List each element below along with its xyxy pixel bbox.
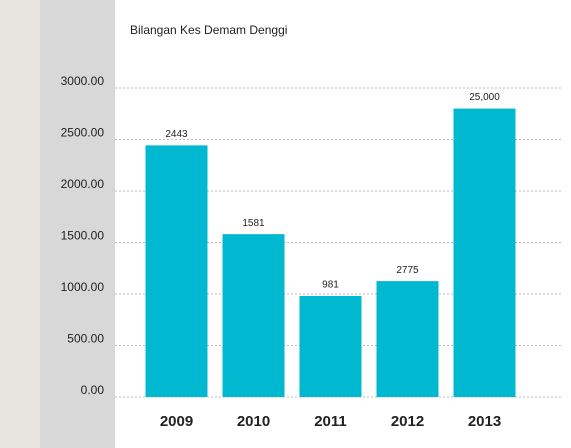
y-tick-label: 500.00 (67, 332, 104, 346)
bar (299, 295, 362, 397)
bar (145, 145, 208, 397)
bar (222, 234, 285, 397)
x-tick-label: 2010 (237, 413, 270, 430)
axis-panel (40, 0, 115, 448)
y-tick-label: 2000.00 (61, 177, 105, 191)
bar (453, 108, 516, 397)
y-tick-label: 1500.00 (61, 229, 105, 243)
x-tick-label: 2012 (391, 413, 424, 430)
x-tick-label: 2009 (160, 413, 193, 430)
y-tick-label: 0.00 (81, 383, 105, 397)
x-tick-label: 2013 (468, 413, 501, 430)
bar (376, 281, 439, 397)
x-tick-label: 2011 (314, 413, 347, 430)
bar-annotation: 2443 (165, 129, 188, 140)
y-tick-label: 1000.00 (61, 280, 105, 294)
bar-annotation: 2775 (396, 265, 419, 276)
chart-title: Bilangan Kes Demam Denggi (130, 23, 287, 37)
bar-annotation: 981 (322, 280, 339, 291)
y-tick-label: 3000.00 (61, 74, 105, 88)
bar-annotation: 1581 (242, 218, 265, 229)
y-tick-label: 2500.00 (61, 126, 105, 140)
bar-annotation: 25,000 (469, 92, 500, 103)
